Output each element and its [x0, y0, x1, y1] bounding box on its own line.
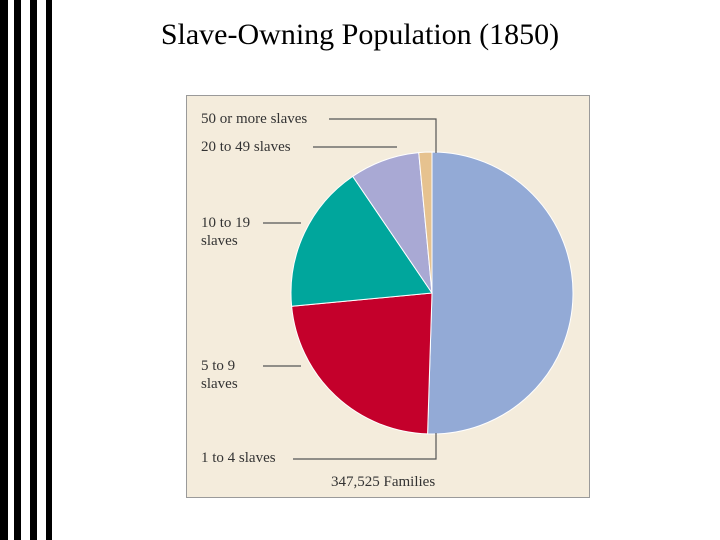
- decor-stripe: [0, 0, 8, 540]
- slice-label: 20 to 49 slaves: [201, 139, 291, 155]
- decor-stripe: [14, 0, 21, 540]
- pie-slice: [418, 151, 433, 294]
- pie-slice: [290, 175, 433, 307]
- decor-stripe: [30, 0, 37, 540]
- slice-label: 10 to 19 slaves: [201, 215, 251, 249]
- slice-label: 5 to 9 slaves: [201, 358, 238, 392]
- leader-line: [293, 433, 437, 460]
- chart-note: 347,525 Families: [331, 474, 436, 490]
- pie-area: [263, 118, 574, 460]
- pie-slice: [427, 151, 574, 435]
- leader-line: [329, 118, 437, 153]
- slice-label: 1 to 4 slaves: [201, 450, 276, 466]
- chart-title: Slave-Owning Population (1850): [160, 18, 560, 51]
- chart: 347,525 Families 1 to 4 slaves 5 to 9 sla…: [186, 95, 590, 498]
- decor-stripe: [46, 0, 52, 540]
- slice-label: 50 or more slaves: [201, 111, 308, 127]
- pie-slice: [291, 292, 433, 435]
